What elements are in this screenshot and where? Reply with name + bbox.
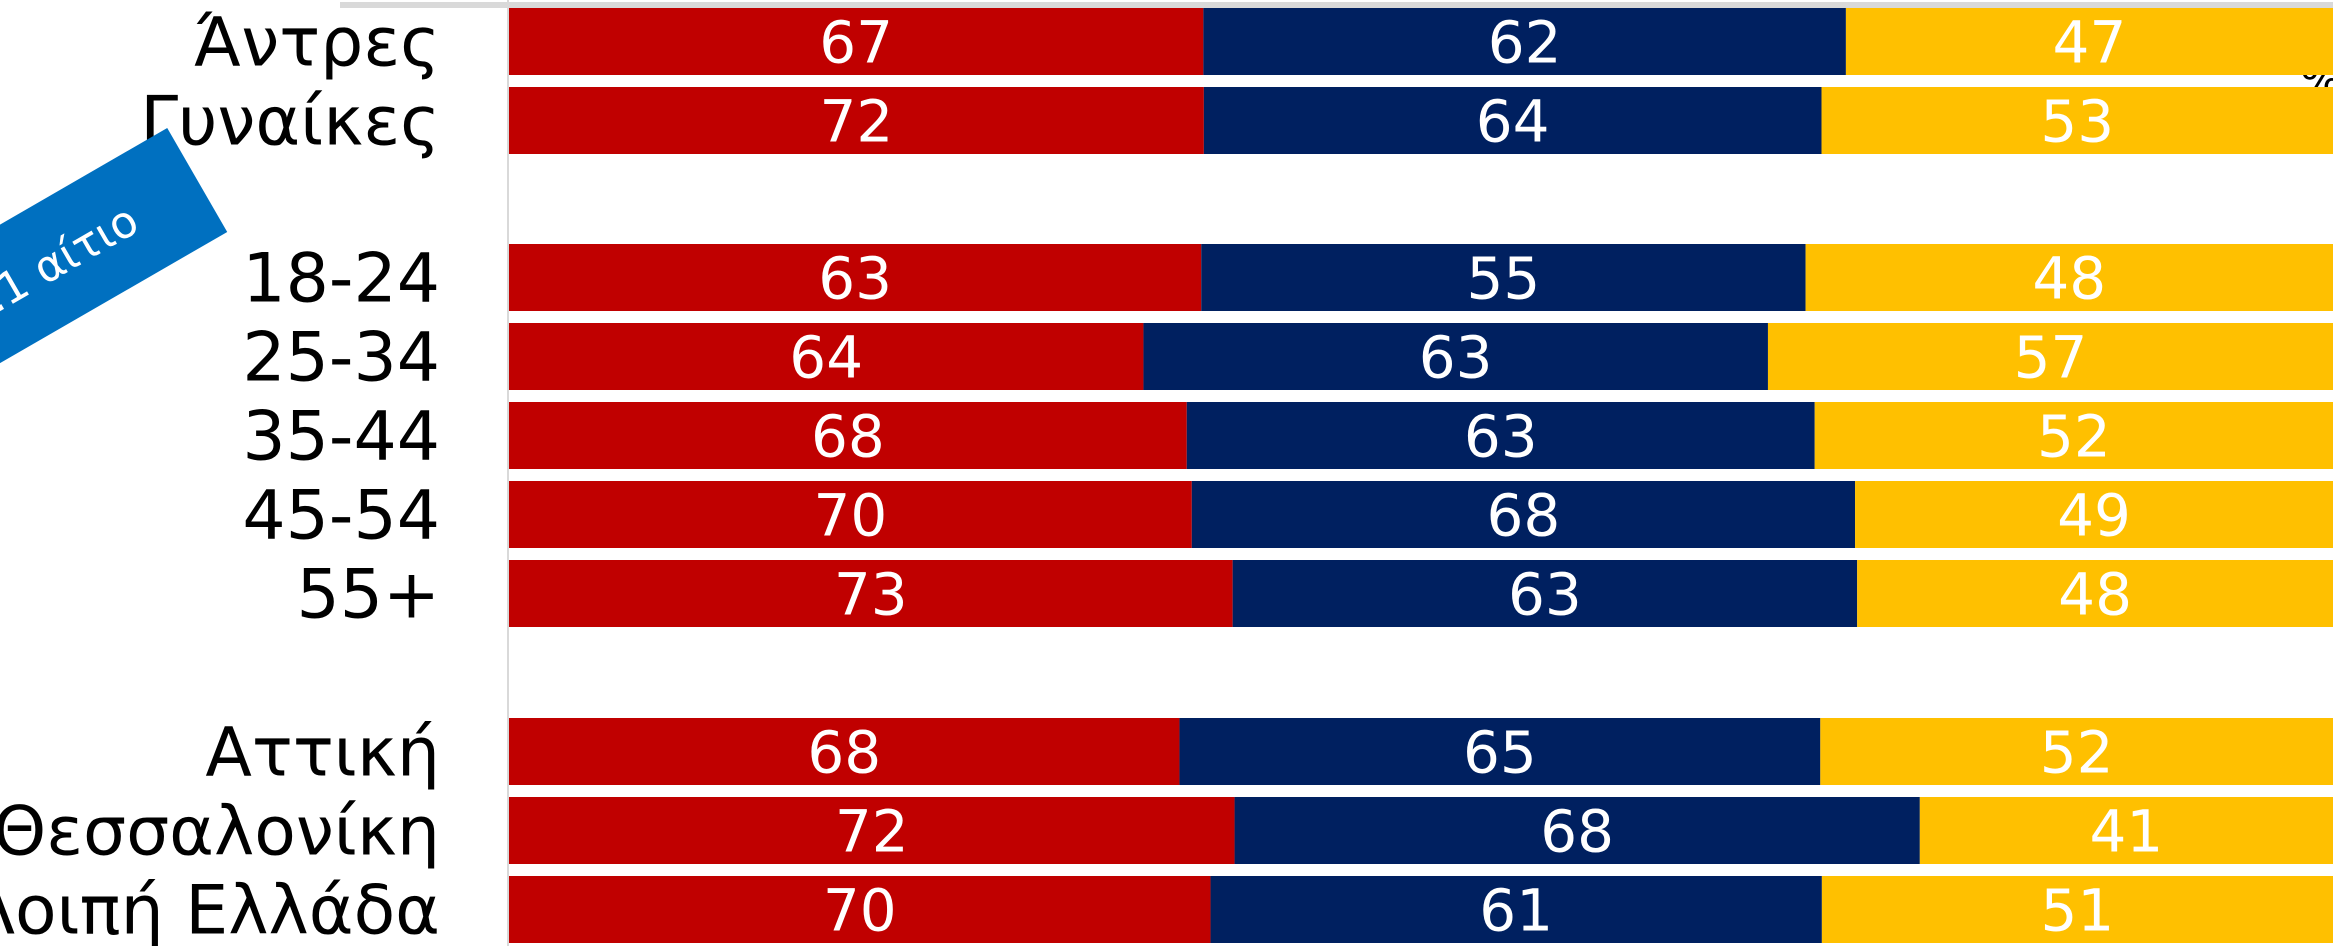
value-label: 55 bbox=[1467, 245, 1541, 313]
value-label: 49 bbox=[2057, 482, 2131, 550]
bar-segment bbox=[1855, 481, 2333, 548]
bar-segment bbox=[1767, 323, 2333, 390]
bar-segment bbox=[509, 87, 1204, 154]
bar-segment bbox=[1821, 87, 2333, 154]
value-label: 63 bbox=[1508, 561, 1582, 629]
value-label: 73 bbox=[834, 561, 908, 629]
category-label: Θεσσαλονίκη bbox=[0, 793, 440, 872]
bar-segment bbox=[509, 797, 1235, 864]
value-label: 72 bbox=[820, 88, 894, 156]
bar-segment bbox=[1857, 560, 2333, 627]
value-label: 70 bbox=[813, 482, 887, 550]
bar-segment bbox=[509, 244, 1202, 311]
value-label: 52 bbox=[2040, 719, 2114, 787]
value-label: 63 bbox=[818, 245, 892, 313]
value-label: 47 bbox=[2053, 9, 2127, 77]
bars-group: Άντρες 67 62 47 Γυναίκες 72 64 53 18-24 63 55 48 25-… bbox=[0, 4, 2333, 946]
value-label: 41 bbox=[2090, 798, 2164, 866]
category-label: Αττική bbox=[205, 714, 440, 793]
bar-segment bbox=[509, 560, 1233, 627]
value-label: 68 bbox=[1540, 798, 1614, 866]
bar-segment bbox=[1186, 402, 1815, 469]
category-label: 55+ bbox=[296, 556, 440, 635]
value-label: 68 bbox=[811, 403, 885, 471]
bar-segment bbox=[1821, 876, 2333, 943]
bar-segment bbox=[509, 323, 1144, 390]
category-label: Λοιπή Ελλάδα bbox=[0, 872, 440, 946]
bar-segment bbox=[1814, 402, 2333, 469]
value-label: 51 bbox=[2041, 877, 2115, 945]
bar-segment bbox=[1143, 323, 1768, 390]
bar-segment bbox=[509, 481, 1192, 548]
bar-segment bbox=[1203, 87, 1822, 154]
value-label: 61 bbox=[1479, 877, 1553, 945]
bar-segment bbox=[1234, 797, 1920, 864]
bar-segment bbox=[509, 718, 1180, 785]
value-label: 52 bbox=[2037, 403, 2111, 471]
value-label: 72 bbox=[835, 798, 909, 866]
bar-segment bbox=[509, 402, 1187, 469]
value-label: 65 bbox=[1463, 719, 1537, 787]
value-label: 64 bbox=[789, 324, 863, 392]
bar-segment bbox=[1191, 481, 1856, 548]
value-label: 68 bbox=[1487, 482, 1561, 550]
value-label: 53 bbox=[2040, 88, 2114, 156]
bar-segment bbox=[1232, 560, 1858, 627]
bar-segment bbox=[1210, 876, 1822, 943]
bar-segment bbox=[1919, 797, 2333, 864]
category-label: 25-34 bbox=[242, 319, 440, 398]
value-label: 62 bbox=[1488, 9, 1562, 77]
value-label: 70 bbox=[823, 877, 897, 945]
bar-segment bbox=[509, 876, 1211, 943]
value-label: 67 bbox=[819, 9, 893, 77]
value-label: 68 bbox=[807, 719, 881, 787]
category-label: Γυναίκες bbox=[140, 83, 440, 162]
bar-segment bbox=[1203, 8, 1846, 75]
bar-segment bbox=[1805, 244, 2333, 311]
value-label: 63 bbox=[1464, 403, 1538, 471]
category-label: Άντρες bbox=[194, 4, 440, 83]
bar-segment bbox=[1845, 8, 2333, 75]
value-label: 48 bbox=[2058, 561, 2132, 629]
category-label: 35-44 bbox=[242, 398, 440, 477]
bar-segment bbox=[509, 8, 1204, 75]
value-label: 64 bbox=[1476, 88, 1550, 156]
category-label: 18-24 bbox=[242, 240, 440, 319]
bar-segment bbox=[1179, 718, 1821, 785]
bar-segment bbox=[1820, 718, 2333, 785]
value-label: 63 bbox=[1419, 324, 1493, 392]
value-label: 48 bbox=[2032, 245, 2106, 313]
category-label: 45-54 bbox=[242, 477, 440, 556]
bar-segment bbox=[1201, 244, 1806, 311]
value-label: 57 bbox=[2014, 324, 2088, 392]
